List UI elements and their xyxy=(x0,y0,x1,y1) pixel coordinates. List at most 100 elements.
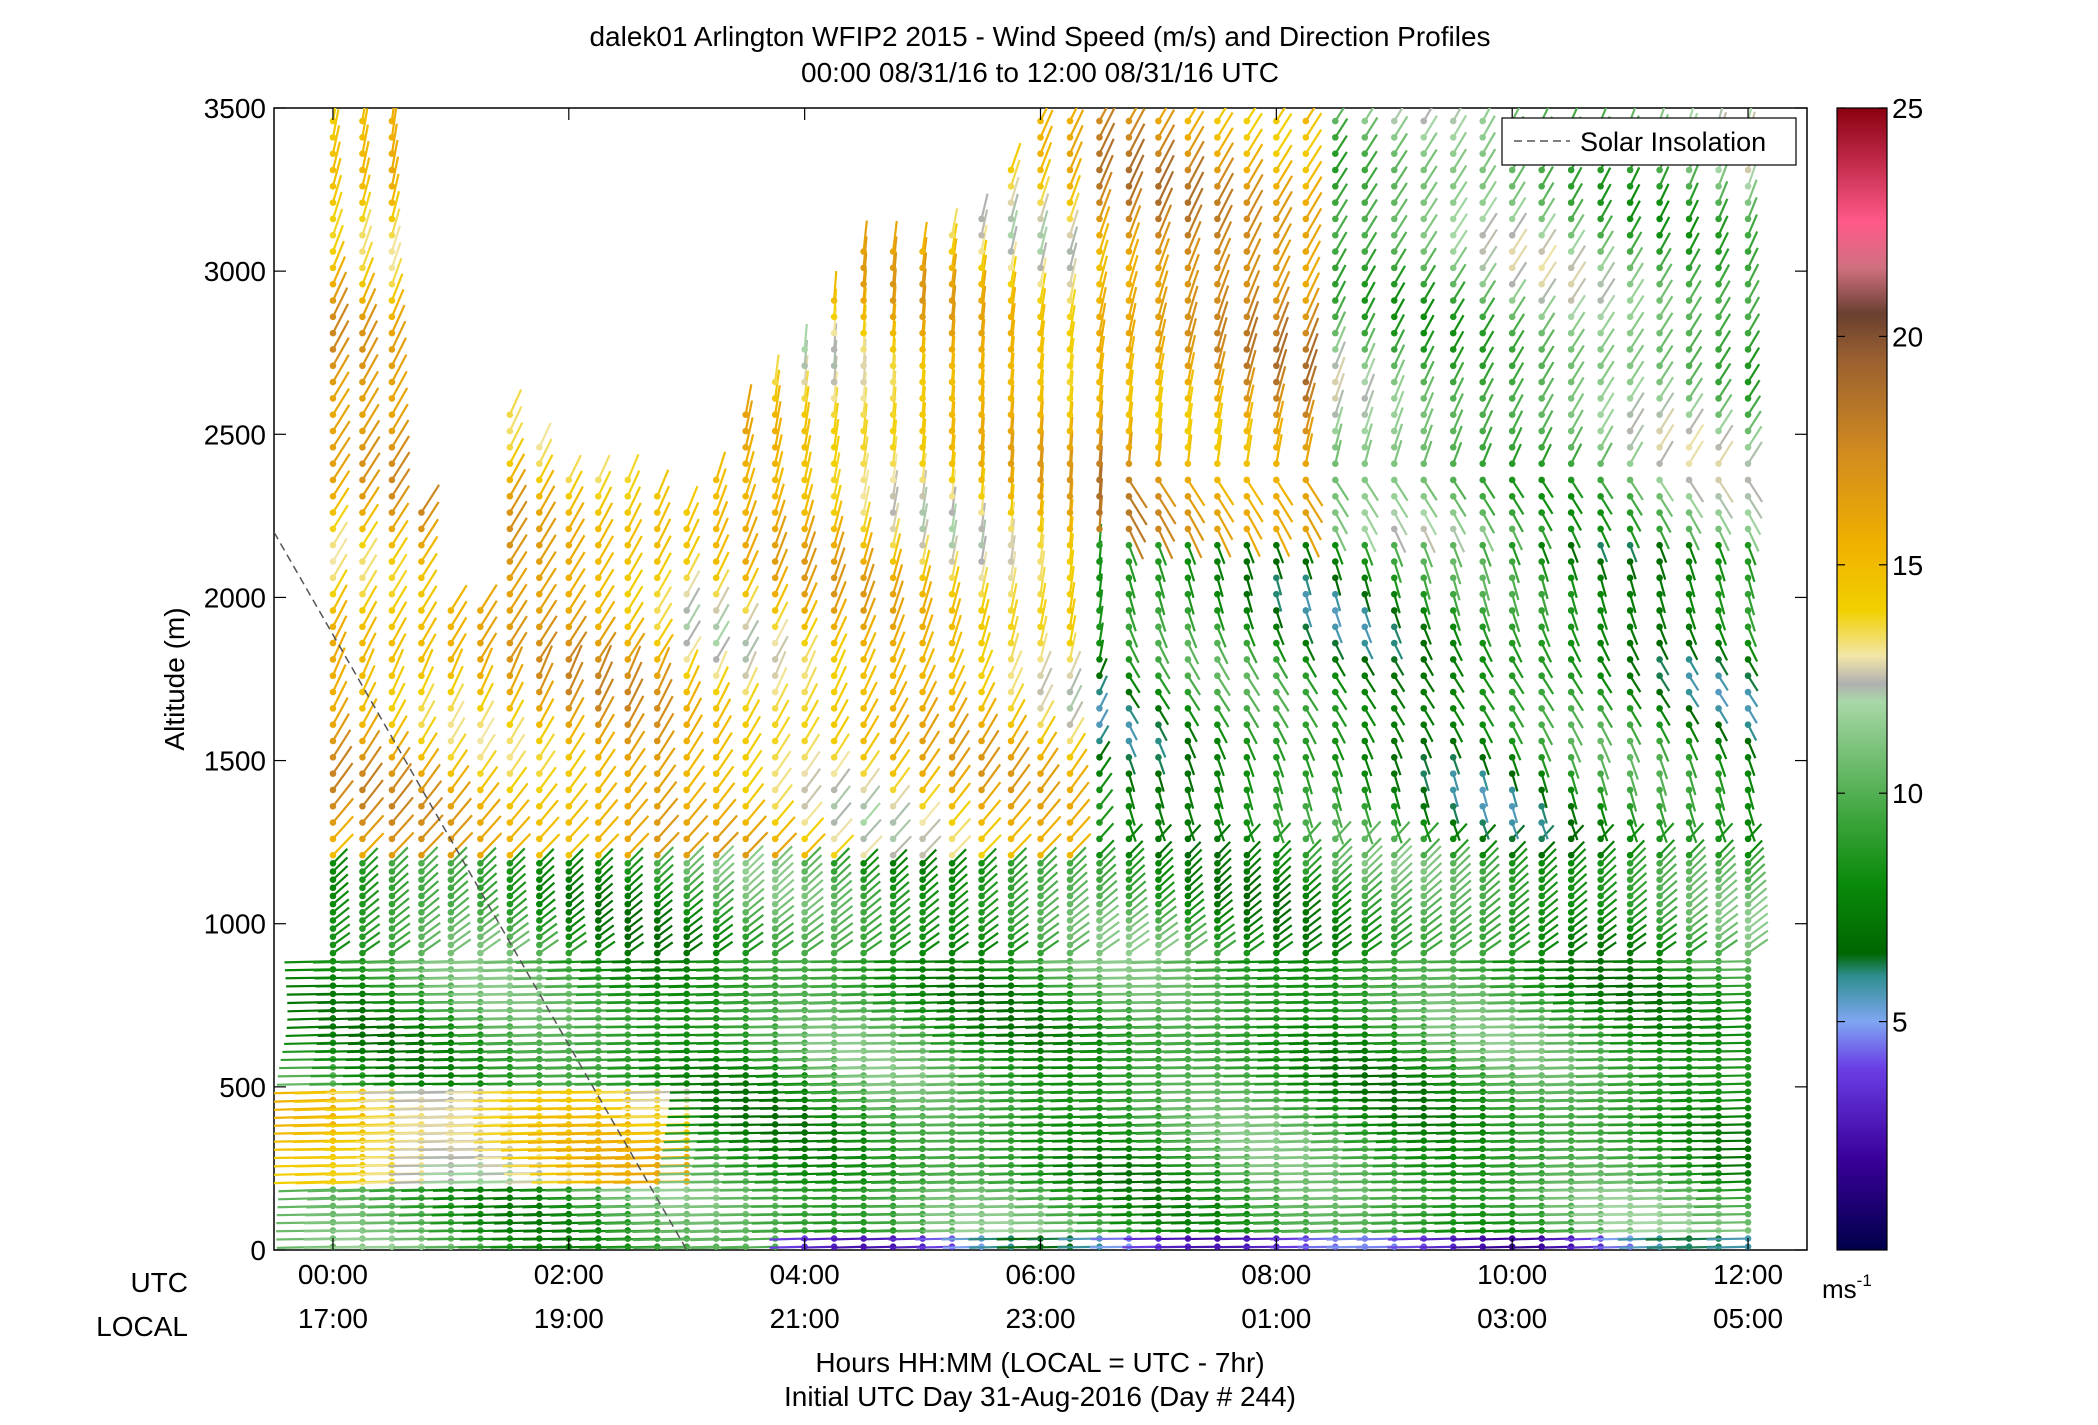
wind-barb-stick xyxy=(420,569,438,595)
wind-barb-dot xyxy=(889,558,897,565)
wind-barb-dot xyxy=(860,607,867,614)
wind-barb-stick xyxy=(332,865,349,881)
wind-barb-dot xyxy=(594,590,602,598)
wind-barb-dot xyxy=(1184,574,1192,582)
wind-barb-dot xyxy=(565,656,573,663)
wind-barb-stick xyxy=(332,553,348,579)
wind-barb-dot xyxy=(1096,819,1103,826)
wind-barb-dot xyxy=(742,949,749,957)
wind-barb-dot xyxy=(860,427,867,435)
wind-barb-stick xyxy=(538,485,556,514)
wind-barb-dot xyxy=(506,656,514,663)
wind-barb-dot xyxy=(506,509,514,516)
wind-barb-dot xyxy=(506,737,514,745)
wind-barb-dot xyxy=(388,134,396,141)
wind-barb-stick xyxy=(420,585,438,612)
wind-barb-stick xyxy=(361,403,380,432)
wind-barb-dot xyxy=(683,509,691,516)
wind-barb-dot xyxy=(771,541,779,549)
wind-barb-stick xyxy=(568,939,588,954)
wind-barb-dot xyxy=(1184,876,1192,883)
wind-barb-dot xyxy=(359,802,366,810)
wind-barb-dot xyxy=(771,623,779,631)
wind-barb-dot xyxy=(1155,215,1162,223)
wind-barb-dot xyxy=(1096,884,1103,892)
wind-barb-stick xyxy=(420,796,444,824)
wind-barb-dot xyxy=(742,492,749,500)
wind-barb-dot xyxy=(565,925,573,932)
wind-barb-dot xyxy=(919,868,926,875)
wind-barb-dot xyxy=(477,672,484,680)
wind-barb-dot xyxy=(801,835,808,843)
wind-barb-stick xyxy=(567,501,585,530)
wind-barb-dot xyxy=(506,558,514,565)
wind-barb-dot xyxy=(742,541,749,549)
wind-barb-dot xyxy=(1066,933,1074,941)
wind-barb-dot xyxy=(801,460,808,467)
wind-barb-dot xyxy=(742,917,749,924)
wind-barb-stick xyxy=(390,225,401,252)
wind-barb-dot xyxy=(1096,248,1103,255)
wind-barb-dot xyxy=(919,395,926,402)
wind-barb-dot xyxy=(978,558,985,565)
wind-barb-dot xyxy=(801,786,808,794)
wind-barb-dot xyxy=(624,925,632,932)
wind-barb-stick xyxy=(361,665,376,693)
wind-barb-dot xyxy=(594,672,602,680)
wind-barb-dot xyxy=(1125,892,1133,900)
wind-barb-stick xyxy=(332,729,352,758)
wind-barb-dot xyxy=(1155,656,1162,663)
wind-barb-dot xyxy=(329,590,337,598)
wind-barb-dot xyxy=(477,819,484,826)
wind-barb-dot xyxy=(830,492,838,500)
wind-barb-dot xyxy=(1037,541,1044,549)
wind-barb-dot xyxy=(565,786,573,794)
wind-barb-dot xyxy=(771,819,779,826)
wind-barb-dot xyxy=(329,754,337,761)
wind-barb-stick xyxy=(331,697,349,726)
wind-barb-stick xyxy=(390,536,409,563)
wind-barb-dot xyxy=(712,558,720,565)
wind-barb-stick xyxy=(508,405,523,432)
wind-barb-dot xyxy=(624,884,632,892)
wind-barb-dot xyxy=(329,949,337,957)
wind-barb-stick xyxy=(390,403,409,432)
wind-barb-dot xyxy=(712,476,720,484)
wind-barb-stick xyxy=(567,732,586,758)
wind-barb-stick xyxy=(626,585,644,612)
wind-barb-dot xyxy=(329,525,337,533)
wind-barb-dot xyxy=(889,460,897,467)
wind-barb-dot xyxy=(1184,297,1192,304)
wind-barb-dot xyxy=(1007,876,1015,883)
wind-barb-stick xyxy=(801,1245,835,1249)
wind-barb-stick xyxy=(361,745,382,775)
wind-barb-stick xyxy=(390,569,408,595)
wind-barb-dot xyxy=(1007,183,1015,190)
wind-barb-stick xyxy=(568,856,584,873)
wind-barb-dot xyxy=(388,876,396,883)
wind-barb-dot xyxy=(1037,892,1044,900)
wind-barb-dot xyxy=(1155,786,1162,794)
wind-barb-dot xyxy=(1096,607,1103,614)
wind-barb-stick xyxy=(332,779,354,807)
wind-barb-stick xyxy=(361,108,366,122)
wind-barb-stick xyxy=(420,648,434,677)
wind-barb-stick xyxy=(449,633,467,660)
wind-barb-dot xyxy=(1007,721,1015,728)
wind-barb-dot xyxy=(388,590,396,598)
wind-barb-dot xyxy=(978,656,985,663)
wind-barb-dot xyxy=(359,460,366,467)
wind-barb-dot xyxy=(860,411,867,419)
wind-barb-stick xyxy=(361,864,379,881)
wind-barb-dot xyxy=(860,248,867,255)
wind-barb-stick xyxy=(332,354,350,383)
wind-barb-dot xyxy=(978,346,985,353)
wind-barb-dot xyxy=(1037,264,1044,272)
wind-barb-dot xyxy=(978,248,985,255)
wind-barb-dot xyxy=(830,656,838,663)
wind-barb-dot xyxy=(948,395,956,402)
wind-barb-dot xyxy=(1066,166,1074,174)
wind-barb-dot xyxy=(1184,362,1192,370)
wind-barb-dot xyxy=(683,884,691,892)
wind-barb-stick xyxy=(597,748,616,775)
